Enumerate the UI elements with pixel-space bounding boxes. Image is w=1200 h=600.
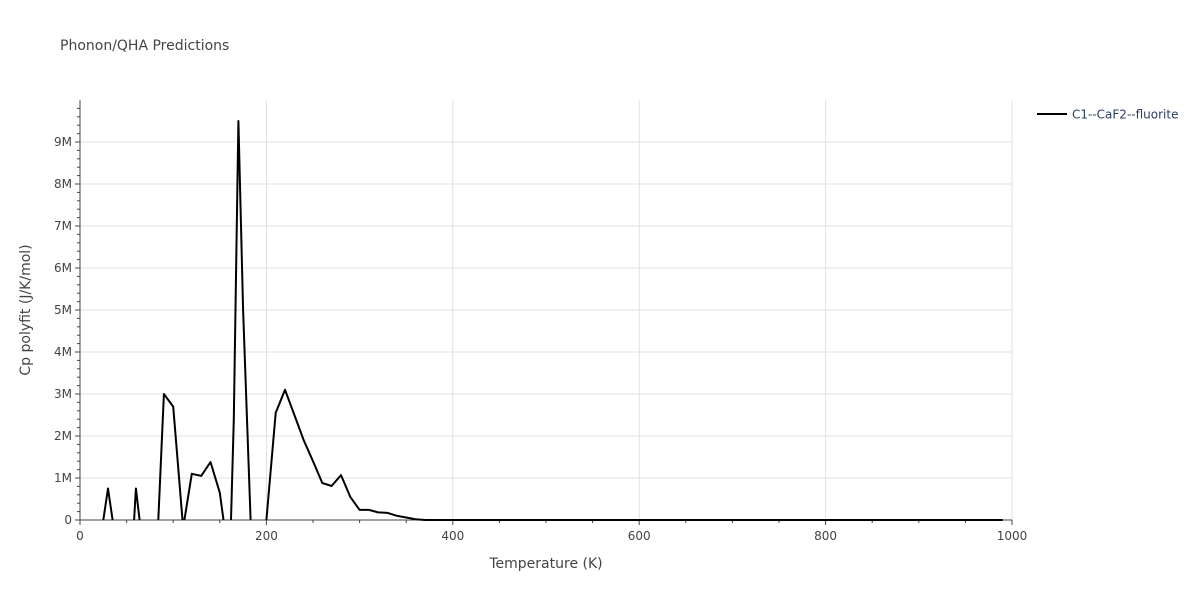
- series-line: [183, 461, 225, 521]
- series-line: [157, 393, 184, 521]
- x-ticks: 0 200 400 600 800 1000: [76, 520, 1027, 543]
- series-line: [102, 487, 114, 521]
- y-tick-label: 0: [64, 513, 72, 527]
- y-tick-label: 8M: [54, 177, 72, 191]
- y-tick-label: 3M: [54, 387, 72, 401]
- y-tick-label: 6M: [54, 261, 72, 275]
- chart-title: Phonon/QHA Predictions: [60, 38, 229, 54]
- y-axis-label: Cp polyfit (J/K/mol): [18, 244, 34, 375]
- y-tick-label: 9M: [54, 135, 72, 149]
- series-line: [230, 120, 252, 521]
- x-tick-label: 600: [628, 529, 651, 543]
- legend-label: C1--CaF2--fluorite: [1072, 108, 1178, 122]
- y-tick-label: 7M: [54, 219, 72, 233]
- x-tick-label: 0: [76, 529, 84, 543]
- y-ticks: 0 1M 2M 3M 4M 5M 6M 7M 8M 9M: [54, 135, 80, 527]
- y-tick-label: 4M: [54, 345, 72, 359]
- series-layer: [102, 120, 1003, 521]
- x-tick-label: 1000: [997, 529, 1028, 543]
- grid: [80, 100, 1013, 520]
- x-tick-label: 800: [814, 529, 837, 543]
- x-tick-label: 200: [255, 529, 278, 543]
- legend[interactable]: C1--CaF2--fluorite: [1037, 108, 1178, 122]
- x-axis-label: Temperature (K): [488, 556, 602, 572]
- y-minor-ticks: [77, 107, 966, 523]
- series-line: [265, 388, 1003, 521]
- y-tick-label: 2M: [54, 429, 72, 443]
- x-tick-label: 400: [441, 529, 464, 543]
- y-tick-label: 5M: [54, 303, 72, 317]
- series-line: [133, 487, 141, 521]
- y-tick-label: 1M: [54, 471, 72, 485]
